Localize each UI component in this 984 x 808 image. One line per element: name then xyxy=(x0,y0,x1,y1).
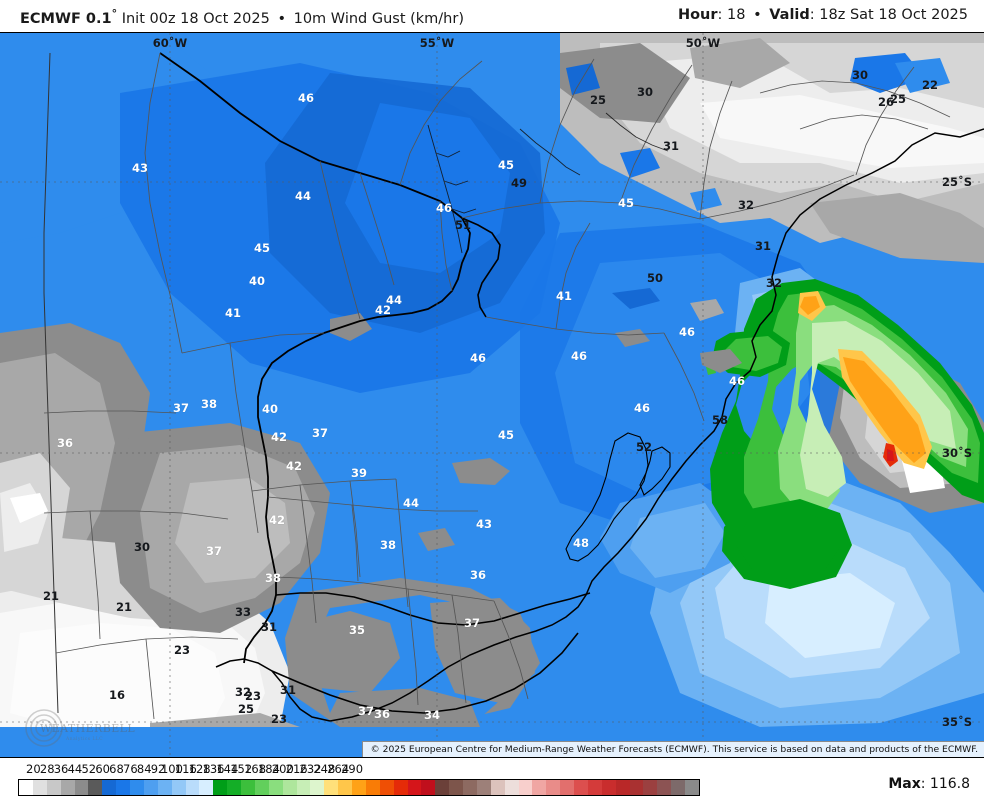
colorbar-cell xyxy=(199,780,214,795)
colorbar-cell xyxy=(32,780,47,795)
colorbar-cell xyxy=(296,780,311,795)
colorbar-cell xyxy=(435,780,450,795)
colorbar-tick: 128 xyxy=(188,762,211,776)
colorbar-cell xyxy=(213,780,228,795)
colorbar-cell xyxy=(88,780,103,795)
colorbar-cell xyxy=(643,780,658,795)
colorbar-cell xyxy=(241,780,255,795)
colorbar-cell xyxy=(282,780,297,795)
degree-symbol: ° xyxy=(111,7,118,20)
model-name: ECMWF 0.1 xyxy=(20,10,112,27)
colorbar-tick: 136 xyxy=(202,762,225,776)
title-separator: • xyxy=(277,10,286,27)
validity-separator: • xyxy=(753,7,762,23)
colorbar-cell xyxy=(393,780,408,795)
colorbar-tick: 44 xyxy=(67,762,83,776)
forecast-map[interactable]: 60˚W 55˚W 50˚W 25˚S 30˚S 35˚S 46 25 30 30 22… xyxy=(0,32,984,758)
colorbar-section: 20 28 36 44 52 60 68 76 84 92 100 116 128 136 144 152 16… xyxy=(0,758,984,808)
ecmwf-attribution: © 2025 European Centre for Medium-Range … xyxy=(361,741,984,757)
colorbar-cell xyxy=(629,780,644,795)
colorbar-cell xyxy=(157,780,172,795)
colorbar-cell xyxy=(102,780,117,795)
colorbar-tick: 200 xyxy=(271,762,294,776)
colorbar-cell xyxy=(185,780,200,795)
colorbar-cell xyxy=(407,780,422,795)
init-time: Init 00z 18 Oct 2025 xyxy=(121,10,270,27)
colorbar-cell xyxy=(560,780,574,795)
colorbar-cell xyxy=(379,780,394,795)
colorbar-cell xyxy=(60,780,75,795)
colorbar-tick: 92 xyxy=(150,762,166,776)
colorbar-cell xyxy=(324,780,339,795)
header-title: ECMWF 0.1° Init 00z 18 Oct 2025 • 10m Wi… xyxy=(20,7,464,27)
colorbar-gradient[interactable] xyxy=(18,779,700,796)
colorbar-cell xyxy=(268,780,283,795)
colorbar-cell xyxy=(171,780,186,795)
colorbar-tick: 68 xyxy=(109,762,124,776)
colorbar-tick: 144 xyxy=(216,762,239,776)
colorbar-cell xyxy=(254,780,269,795)
colorbar-cell xyxy=(227,780,241,795)
colorbar-tick: 20 xyxy=(26,762,41,776)
colorbar-cell xyxy=(449,780,463,795)
colorbar-cell xyxy=(490,780,505,795)
max-value: 116.8 xyxy=(929,776,970,792)
colorbar-tick: 264 xyxy=(327,762,350,776)
colorbar-tick: 248 xyxy=(313,762,336,776)
colorbar-tick: 28 xyxy=(39,762,55,776)
header-bar: ECMWF 0.1° Init 00z 18 Oct 2025 • 10m Wi… xyxy=(0,0,984,32)
header-validity: Hour: 18 • Valid: 18z Sat 18 Oct 2025 xyxy=(677,7,968,23)
colorbar-cell xyxy=(587,780,602,795)
colorbar-cell xyxy=(143,780,158,795)
colorbar-cell xyxy=(46,780,61,795)
colorbar-tick: 184 xyxy=(257,762,280,776)
colorbar-tick: 100 xyxy=(160,762,183,776)
colorbar-cell xyxy=(518,780,533,795)
colorbar-tick: 76 xyxy=(123,762,138,776)
colorbar-cell xyxy=(476,780,491,795)
colorbar-cell xyxy=(365,780,380,795)
hour-label: Hour xyxy=(677,7,718,23)
valid-value: 18z Sat 18 Oct 2025 xyxy=(819,7,968,23)
colorbar-tick: 60 xyxy=(95,762,110,776)
colorbar-tick: 84 xyxy=(136,762,152,776)
colorbar-cell xyxy=(463,780,477,795)
colorbar-cell xyxy=(574,780,588,795)
colorbar-cell xyxy=(657,780,672,795)
colorbar-tick: 168 xyxy=(244,762,267,776)
max-label: Max xyxy=(888,776,921,792)
colorbar-cell xyxy=(338,780,352,795)
colorbar-tick-labels: 20 28 36 44 52 60 68 76 84 92 100 116 128 136 144 152 16… xyxy=(0,762,984,778)
colorbar-tick: 52 xyxy=(81,762,97,776)
colorbar-cell xyxy=(310,780,325,795)
colorbar-cell xyxy=(671,780,685,795)
colorbar-tick: 152 xyxy=(230,762,253,776)
valid-label: Valid xyxy=(769,7,810,23)
max-value-readout: Max: 116.8 xyxy=(888,776,970,792)
colorbar-cell xyxy=(116,780,130,795)
colorbar-tick: 290 xyxy=(341,762,364,776)
colorbar-tick: 216 xyxy=(285,762,308,776)
colorbar-cell xyxy=(19,780,33,795)
colorbar-cell xyxy=(546,780,561,795)
colorbar-cell xyxy=(74,780,89,795)
colorbar-cell xyxy=(601,780,616,795)
colorbar-cell xyxy=(504,780,519,795)
colorbar-cell xyxy=(352,780,366,795)
colorbar-tick: 232 xyxy=(299,762,322,776)
colorbar-cell xyxy=(615,780,630,795)
colorbar-cell xyxy=(685,780,699,795)
colorbar-cell xyxy=(421,780,436,795)
colorbar-tick: 116 xyxy=(174,762,197,776)
colorbar-cell xyxy=(130,780,144,795)
field-name: 10m Wind Gust (km/hr) xyxy=(293,10,464,27)
hour-value: 18 xyxy=(727,7,746,23)
colorbar-cell xyxy=(532,780,547,795)
colorbar-tick: 36 xyxy=(53,762,69,776)
wind-gust-contour-field xyxy=(0,33,984,757)
